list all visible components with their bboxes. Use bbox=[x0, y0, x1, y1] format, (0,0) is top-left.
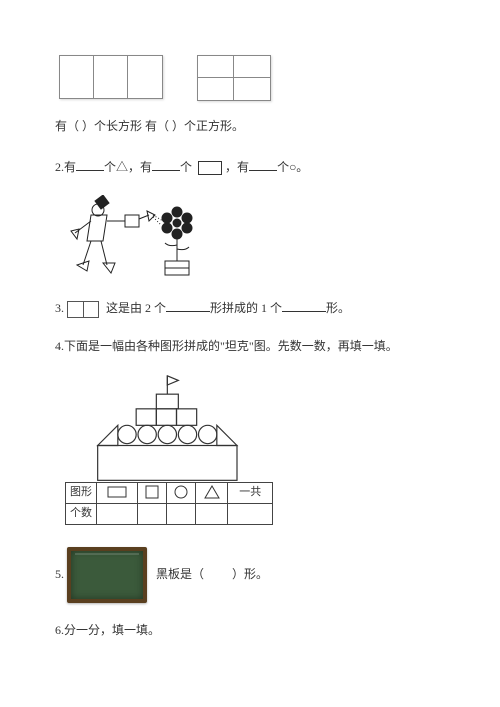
q1-line: 有（ ）个长方形 有（ ）个正方形。 bbox=[55, 119, 244, 133]
q4: 4.下面是一幅由各种图形拼成的"坦克"图。先数一数，再填一填。 bbox=[55, 337, 445, 356]
table-row: 个数 bbox=[66, 503, 273, 524]
blank bbox=[76, 158, 104, 171]
cell-circle bbox=[166, 482, 195, 503]
q4-text: 4.下面是一幅由各种图形拼成的"坦克"图。先数一数，再填一填。 bbox=[55, 339, 398, 353]
q5-mid: 黑板是（ bbox=[156, 567, 204, 581]
blank-cell bbox=[228, 503, 273, 524]
blank-cell bbox=[166, 503, 195, 524]
blank-cell bbox=[195, 503, 228, 524]
q1-shapes bbox=[59, 55, 445, 101]
q5: 5. 黑板是（ ）形。 bbox=[55, 547, 445, 603]
q3-tail: 形。 bbox=[326, 301, 350, 315]
q6: 6.分一分，填一填。 bbox=[55, 621, 445, 640]
blank-cell bbox=[97, 503, 138, 524]
rectangle-icon bbox=[198, 161, 222, 175]
q2-seg2: 个 bbox=[180, 160, 192, 174]
count-table: 图形 一共 个数 bbox=[65, 482, 273, 525]
q2-figure bbox=[65, 195, 215, 285]
cell-total: 一共 bbox=[228, 482, 273, 503]
blank bbox=[282, 299, 326, 312]
q3-num: 3. bbox=[55, 301, 64, 315]
blackboard-icon bbox=[67, 547, 147, 603]
cell-rect bbox=[97, 482, 138, 503]
tank-figure-and-table: 图形 一共 个数 bbox=[65, 374, 285, 525]
row1-header: 图形 bbox=[66, 482, 97, 503]
q2-prefix: 2.有 bbox=[55, 160, 76, 174]
q3: 3. 这是由 2 个 形拼成的 1 个 形。 bbox=[55, 299, 445, 318]
q3-mid2: 形拼成的 1 个 bbox=[210, 301, 282, 315]
square-split-4 bbox=[197, 55, 271, 101]
q5-tail: ）形。 bbox=[232, 567, 268, 581]
blank bbox=[249, 158, 277, 171]
q1-text: 有（ ）个长方形 有（ ）个正方形。 bbox=[55, 117, 445, 136]
rectangle-split-3 bbox=[59, 55, 163, 99]
q6-text: 6.分一分，填一填。 bbox=[55, 623, 160, 637]
cell-square bbox=[137, 482, 166, 503]
q2: 2.有 个△，有 个 ，有 个○。 bbox=[55, 158, 445, 177]
blank-cell bbox=[137, 503, 166, 524]
row2-header: 个数 bbox=[66, 503, 97, 524]
q2-seg3: ，有 bbox=[225, 160, 249, 174]
blank bbox=[166, 299, 210, 312]
table-row: 图形 一共 bbox=[66, 482, 273, 503]
q2-seg4: 个○。 bbox=[277, 160, 308, 174]
tank-svg bbox=[71, 374, 271, 484]
q3-mid1: 这是由 2 个 bbox=[106, 301, 166, 315]
q2-seg1: 个△，有 bbox=[104, 160, 152, 174]
cell-triangle bbox=[195, 482, 228, 503]
q5-num: 5. bbox=[55, 567, 64, 581]
blank bbox=[152, 158, 180, 171]
two-square-icon bbox=[67, 301, 99, 318]
